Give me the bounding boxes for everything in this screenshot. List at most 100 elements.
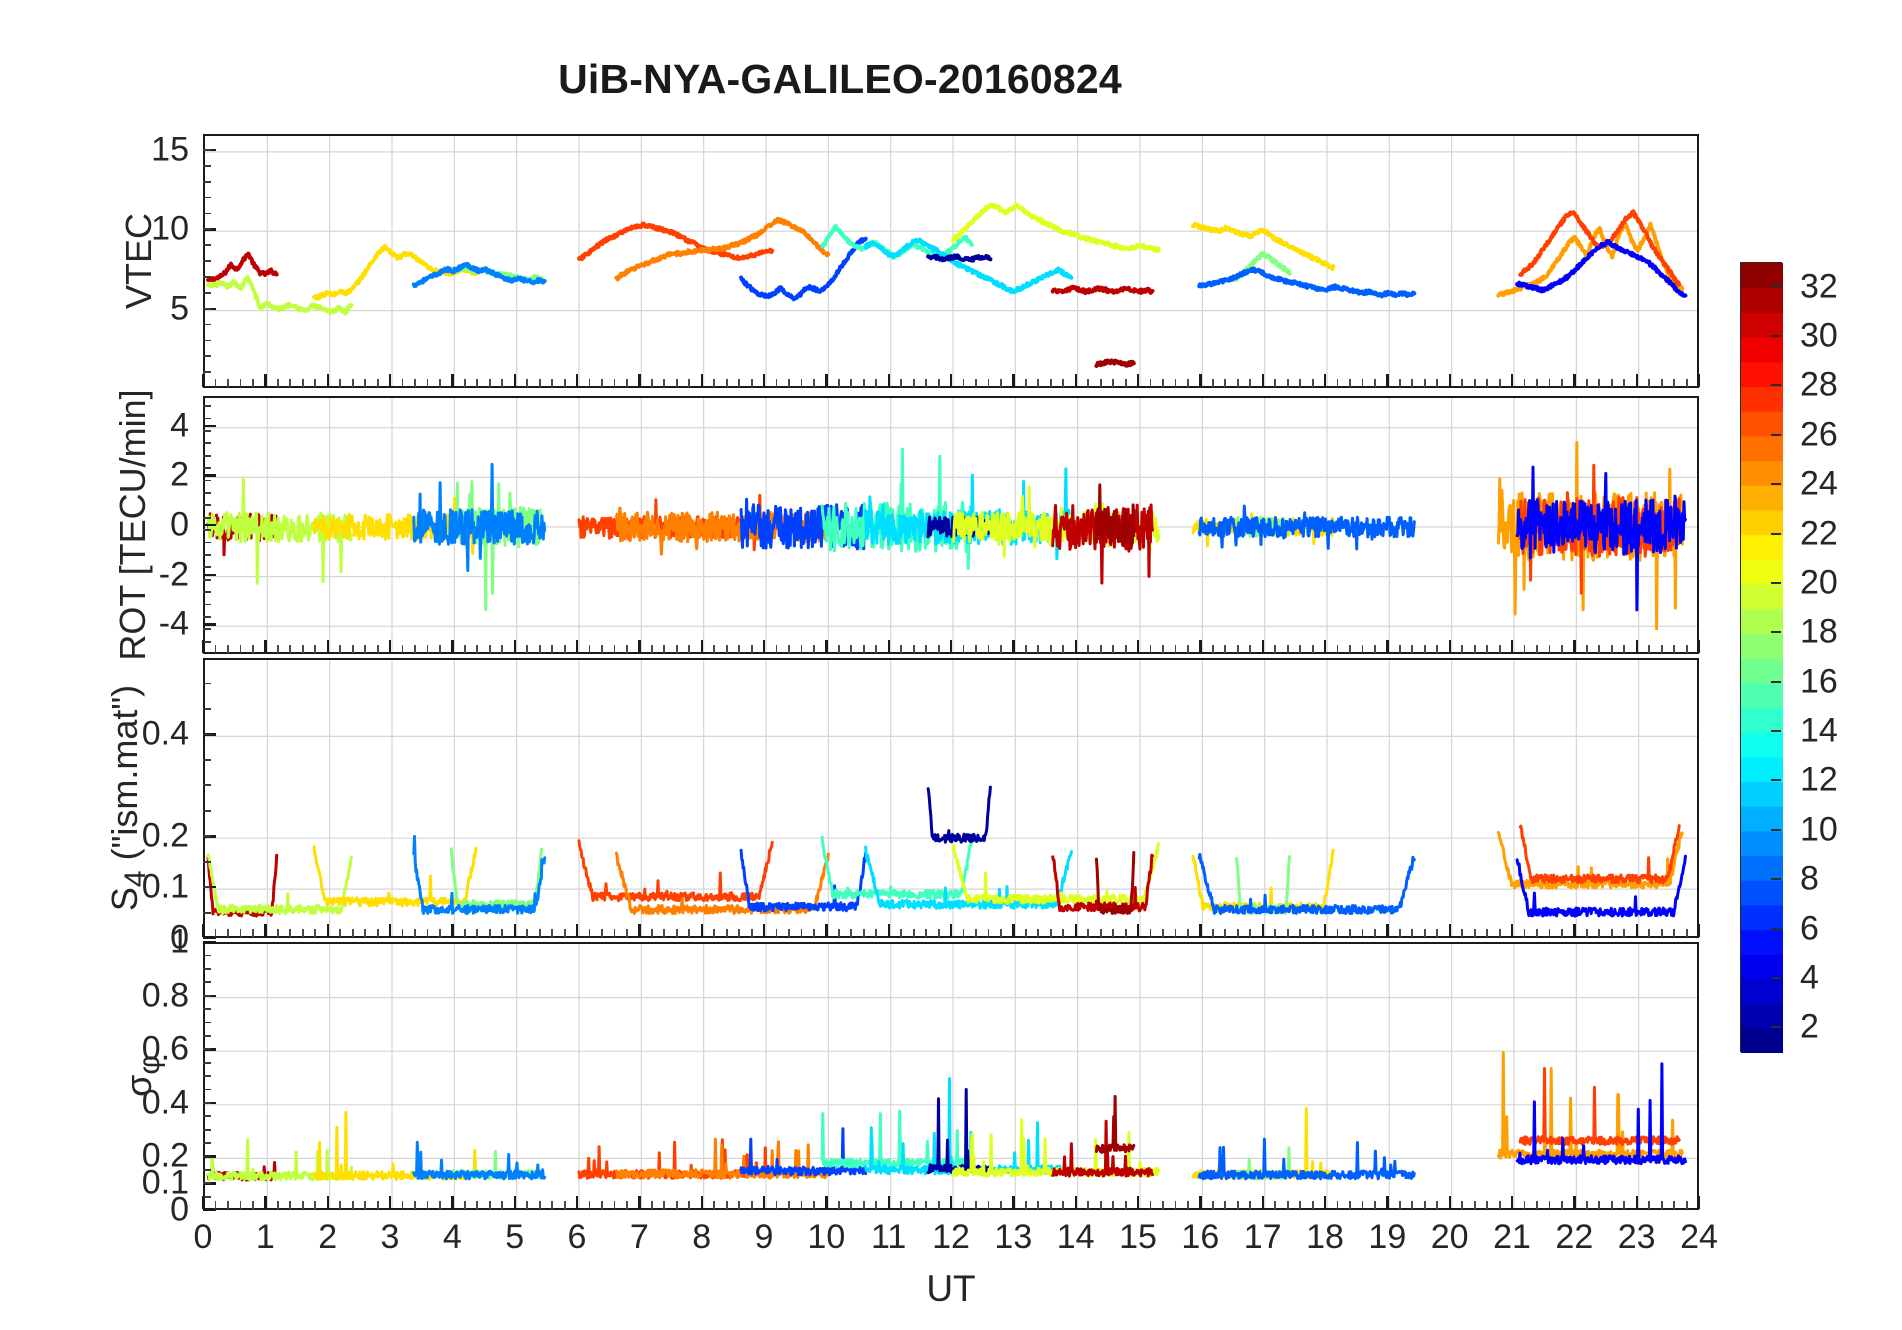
x-minor-tick	[488, 645, 491, 653]
x-minor-tick	[464, 379, 466, 387]
colorbar-swatch	[1741, 756, 1783, 783]
x-minor-tick	[314, 929, 317, 937]
x-minor-tick	[1149, 645, 1152, 653]
x-minor-tick	[414, 1201, 416, 1209]
colorbar-tick-mark	[1771, 384, 1781, 387]
colorbar-tick-label-28: 28	[1800, 365, 1838, 404]
x-minor-tick	[613, 929, 616, 937]
colorbar-tick-label-22: 22	[1800, 514, 1838, 553]
colorbar-swatch	[1741, 781, 1783, 807]
x-minor-tick	[1436, 645, 1439, 653]
y-minor-tick-rot	[203, 417, 211, 420]
x-minor-tick	[1361, 1201, 1364, 1209]
y-minor-tick-rot	[203, 491, 211, 494]
y-minor-tick-sigma_phi	[203, 1128, 211, 1131]
x-minor-tick	[1648, 379, 1651, 387]
x-minor-tick	[750, 929, 753, 937]
colorbar-swatch	[1741, 978, 1783, 1005]
x-minor-tick	[1336, 645, 1339, 653]
x-minor-tick	[339, 645, 342, 653]
y-minor-tick-rot	[203, 553, 211, 556]
x-minor-tick	[626, 379, 628, 387]
x-minor-tick	[925, 1201, 928, 1209]
x-minor-tick	[813, 379, 815, 387]
y-minor-tick-sigma_phi	[203, 1035, 211, 1037]
x-minor-tick	[1212, 645, 1214, 653]
x-tick-label-3: 3	[380, 1218, 400, 1256]
y-minor-tick-rot	[203, 429, 211, 432]
y-tick-label-sigma_phi-6: 1	[170, 922, 189, 961]
x-tick-mark	[264, 640, 267, 653]
x-minor-tick	[1673, 379, 1676, 387]
colorbar-tick-mark	[1771, 631, 1781, 634]
x-tick-mark	[202, 374, 205, 387]
x-minor-tick	[1112, 645, 1115, 653]
x-minor-tick	[1299, 1201, 1302, 1209]
x-minor-tick	[501, 1201, 504, 1209]
x-minor-tick	[1349, 1201, 1351, 1209]
x-minor-tick	[1610, 645, 1613, 653]
x-minor-tick	[601, 379, 603, 387]
x-minor-tick	[1087, 645, 1090, 653]
x-minor-tick	[1685, 1201, 1688, 1209]
data-trace-prn-20	[951, 202, 1161, 253]
x-minor-tick	[1000, 1201, 1002, 1209]
x-tick-mark	[264, 1196, 267, 1209]
x-tick-mark	[825, 1196, 828, 1209]
y-minor-tick-vtec	[203, 291, 211, 294]
x-axis-label: UT	[926, 1268, 976, 1309]
y-tick-label-sigma_phi-3: 0.4	[141, 1083, 189, 1122]
data-trace-prn-5	[1515, 239, 1688, 298]
x-minor-tick	[663, 379, 666, 387]
x-tick-mark	[576, 640, 579, 653]
x-minor-tick	[1249, 379, 1252, 387]
x-minor-tick	[314, 645, 317, 653]
y-minor-tick-rot	[203, 529, 211, 531]
data-trace-prn-31	[1051, 1119, 1154, 1178]
x-minor-tick	[1037, 379, 1040, 387]
x-minor-tick	[588, 645, 591, 653]
y-minor-tick-vtec	[203, 323, 211, 326]
x-tick-label-2: 2	[318, 1218, 338, 1256]
colorbar-tick-label-24: 24	[1800, 464, 1838, 503]
y-minor-tick-rot	[203, 591, 211, 593]
x-minor-tick	[538, 379, 541, 387]
x-minor-tick	[713, 1201, 716, 1209]
x-minor-tick	[339, 929, 342, 937]
x-minor-tick	[301, 929, 304, 937]
x-minor-tick	[1561, 645, 1563, 653]
y-tick-label-vtec-0: 5	[170, 289, 189, 328]
x-tick-label-4: 4	[442, 1218, 462, 1256]
data-trace-prn-19	[206, 275, 354, 316]
x-minor-tick	[1311, 379, 1314, 387]
y-minor-tick-sigma_phi	[203, 1021, 211, 1024]
data-trace-prn-22	[312, 845, 478, 908]
data-trace-prn-12	[863, 237, 1074, 295]
colorbar-tick-mark	[1771, 828, 1781, 831]
page-title: UiB-NYA-GALILEO-20160824	[558, 56, 1122, 102]
y-minor-tick-vtec	[203, 371, 211, 374]
x-tick-mark	[389, 1196, 392, 1209]
x-minor-tick	[1000, 645, 1002, 653]
x-minor-tick	[464, 929, 466, 937]
colorbar-tick-mark	[1771, 532, 1781, 535]
colorbar-swatch	[1741, 954, 1783, 980]
y-minor-tick-s4	[203, 682, 211, 685]
x-tick-mark	[513, 1196, 517, 1209]
x-minor-tick	[775, 645, 778, 653]
x-minor-tick	[563, 1201, 566, 1209]
data-trace-prn-22	[312, 243, 479, 301]
x-minor-tick	[925, 645, 928, 653]
x-minor-tick	[1498, 1201, 1501, 1209]
x-minor-tick	[1473, 645, 1476, 653]
x-tick-mark	[1635, 640, 1639, 653]
x-tick-mark	[1137, 924, 1140, 937]
colorbar-tick-label-18: 18	[1800, 612, 1838, 651]
colorbar-swatch	[1741, 830, 1783, 857]
colorbar-swatch	[1741, 608, 1783, 634]
x-tick-mark	[1199, 924, 1202, 937]
data-trace-prn-2	[926, 253, 993, 263]
x-minor-tick	[1548, 1201, 1551, 1209]
y-minor-tick-s4	[203, 911, 211, 914]
colorbar-swatch	[1741, 263, 1783, 289]
